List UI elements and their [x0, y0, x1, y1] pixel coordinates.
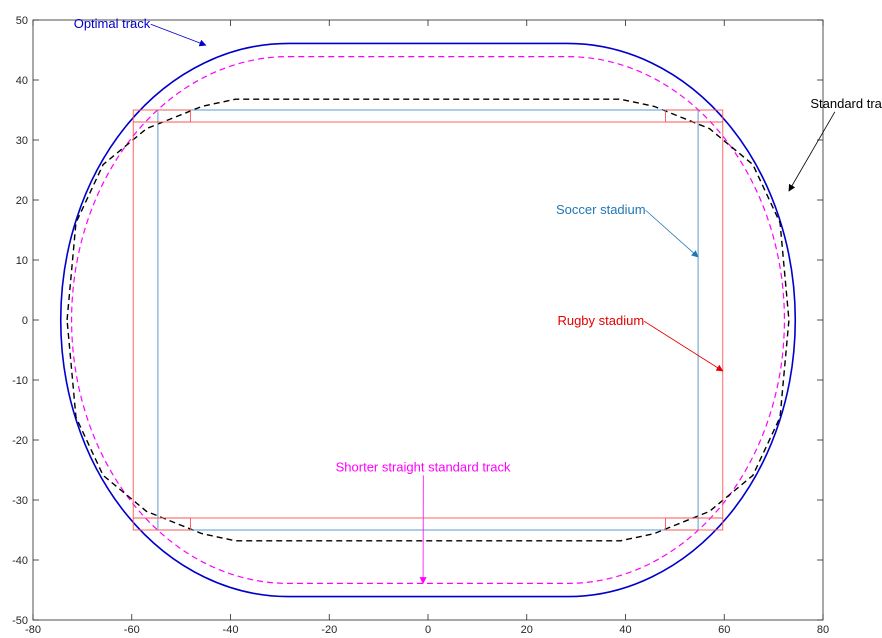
annotation-layer: Optimal track Standard track Soccer stadiu…	[74, 16, 882, 585]
y-tick-label: -10	[12, 375, 28, 387]
y-tick-label: -30	[12, 495, 28, 507]
x-tick-label: 40	[619, 624, 631, 636]
annotation-label-standard-track: Standard track	[810, 96, 882, 111]
y-tick-label: 30	[16, 135, 28, 147]
y-tick-label: -40	[12, 555, 28, 567]
annotation-shorter-straight-standard-track: Shorter straight standard track	[336, 459, 511, 585]
x-tick-label: -80	[25, 624, 41, 636]
y-tick-label: 0	[22, 315, 28, 327]
x-tick-label: -20	[321, 624, 337, 636]
x-tick-label: -60	[124, 624, 140, 636]
axes-layer: -80 -60 -40 -20 0 20 40 60 80 -50 -40 -30 -20 -10 0 10 2…	[12, 15, 829, 636]
rugby-stadium-goal-area-1	[665, 109, 724, 123]
x-tick-label: 60	[718, 624, 730, 636]
annotation-label-shorter-straight-standard-track: Shorter straight standard track	[336, 459, 511, 474]
annotation-optimal-track: Optimal track	[74, 16, 207, 47]
annotation-rugby-stadium: Rugby stadium	[557, 313, 724, 372]
rugby-stadium-goal-area-3	[665, 517, 724, 531]
y-tick-label: -50	[12, 615, 28, 627]
plot-area	[33, 20, 823, 620]
x-tick-label: 80	[817, 624, 829, 636]
annotation-label-rugby-stadium: Rugby stadium	[557, 313, 644, 328]
y-tick-label: 10	[16, 255, 28, 267]
y-tick-label: 20	[16, 195, 28, 207]
rugby-stadium-goal-area-2	[132, 517, 191, 531]
annotation-standard-track: Standard track	[788, 96, 882, 192]
y-tick-label: -20	[12, 435, 28, 447]
series-shorter-straight-standard-track	[70, 56, 786, 584]
rugby-stadium-field	[132, 121, 724, 519]
series-layer	[59, 42, 797, 598]
series-rugby-stadium	[132, 109, 724, 531]
annotation-label-optimal-track: Optimal track	[74, 16, 151, 31]
annotation-arrow-standard-track	[788, 111, 836, 192]
y-tick-label: 40	[16, 75, 28, 87]
series-standard-track	[66, 98, 790, 542]
annotation-arrow-soccer-stadium	[645, 209, 699, 258]
series-optimal-track	[59, 42, 797, 598]
x-tick-label: 20	[521, 624, 533, 636]
annotation-arrow-optimal-track	[150, 23, 207, 47]
x-tick-label: -40	[223, 624, 239, 636]
annotation-soccer-stadium: Soccer stadium	[556, 202, 699, 258]
annotation-arrow-rugby-stadium	[643, 320, 724, 372]
rugby-stadium-goal-area-0	[132, 109, 191, 123]
annotation-label-soccer-stadium: Soccer stadium	[556, 202, 646, 217]
y-tick-label: 50	[16, 15, 28, 27]
series-soccer-stadium	[157, 109, 699, 531]
x-tick-label: 0	[425, 624, 431, 636]
